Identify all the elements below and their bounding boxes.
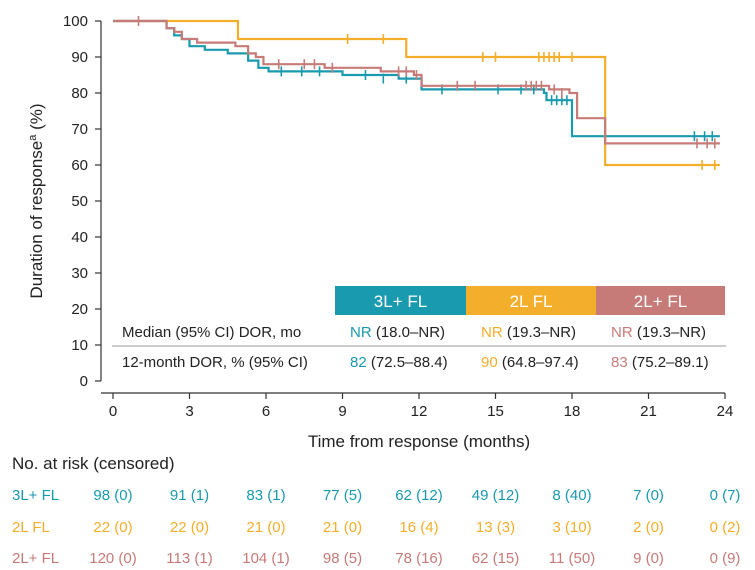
risk-value: 16 (4) [399,519,438,536]
x-tick-label: 21 [640,403,657,420]
risk-value: 22 (0) [170,519,209,536]
risk-value: 0 (9) [710,550,741,567]
summary-cell-value: NR [481,324,503,341]
risk-value: 78 (16) [395,550,443,567]
summary-cell: 83 (75.2–89.1) [611,354,709,371]
risk-value: 2 (0) [633,519,664,536]
summary-cell-ci: (64.8–97.4) [498,354,579,371]
risk-value: 21 (0) [246,519,285,536]
summary-row-label: 12-month DOR, % (95% CI) [122,354,308,371]
summary-table: 3L+ FL 2L FL 2L+ FL Median (95% CI) DOR, mo… [112,286,726,380]
x-tick-label: 3 [185,403,193,420]
x-tick-label: 15 [487,403,504,420]
axes: 0 10 20 30 40 50 60 70 80 90 100 0 3 6 9 12 15 18 21 24 Time… [27,13,733,451]
summary-cell-value: 82 [350,354,367,371]
x-tick-label: 0 [109,403,117,420]
y-tick-label: 20 [71,301,88,318]
risk-value: 104 (1) [242,550,290,567]
series-line-0 [113,19,720,138]
y-axis-label: Duration of responsea (%) [27,103,46,298]
summary-cell-ci: (72.5–88.4) [367,354,448,371]
summary-header-cell [466,286,596,315]
x-tick-label: 12 [411,403,428,420]
summary-row-label: Median (95% CI) DOR, mo [122,324,301,341]
km-curves [113,16,720,170]
summary-cell-value: 83 [611,354,628,371]
risk-row-label: 2L FL [12,519,50,536]
summary-cell-ci: (75.2–89.1) [628,354,709,371]
risk-row-label: 2L+ FL [12,550,59,567]
risk-row-label: 3L+ FL [12,487,59,504]
risk-value: 13 (3) [476,519,515,536]
summary-header-label: 2L+ FL [634,292,687,311]
risk-value: 8 (40) [552,487,591,504]
series-line-2 [113,19,720,145]
y-tick-label: 80 [71,85,88,102]
risk-table: No. at risk (censored) 3L+ FL 98 (0) 91 (1)… [12,454,740,567]
risk-value: 3 (10) [552,519,591,536]
summary-cell: NR (18.0–NR) [350,324,445,341]
summary-cell: 82 (72.5–88.4) [350,354,448,371]
risk-table-title: No. at risk (censored) [12,454,175,473]
risk-value: 0 (2) [710,519,741,536]
y-tick-label: 70 [71,121,88,138]
risk-value: 9 (0) [633,550,664,567]
summary-cell-value: NR [350,324,372,341]
x-tick-label: 6 [262,403,270,420]
summary-cell-value: NR [611,324,633,341]
y-tick-label: 50 [71,193,88,210]
risk-value: 21 (0) [323,519,362,536]
summary-header-cell [335,286,466,315]
risk-value: 113 (1) [166,550,212,567]
y-axis-label-superscript: a [27,134,39,141]
y-axis-label-unit: (%) [27,103,46,134]
summary-header-label: 3L+ FL [374,292,427,311]
summary-cell-value: 90 [481,354,498,371]
summary-cell-ci: (19.3–NR) [633,324,706,341]
summary-table-body [112,316,726,380]
series-line-1 [113,19,720,167]
y-tick-label: 30 [71,265,88,282]
risk-value: 91 (1) [170,487,209,504]
summary-cell-ci: (19.3–NR) [503,324,576,341]
risk-value: 62 (15) [472,550,520,567]
x-tick-label: 18 [564,403,581,420]
x-tick-label: 24 [717,403,734,420]
x-tick-label: 9 [338,403,346,420]
risk-value: 98 (5) [323,550,362,567]
y-tick-label: 0 [80,373,88,390]
risk-value: 77 (5) [323,487,362,504]
risk-value: 62 (12) [395,487,443,504]
y-tick-label: 60 [71,157,88,174]
risk-value: 7 (0) [633,487,664,504]
summary-cell: 90 (64.8–97.4) [481,354,579,371]
risk-value: 22 (0) [93,519,132,536]
risk-value: 11 (50) [549,550,595,567]
risk-value: 98 (0) [93,487,132,504]
risk-value: 0 (7) [710,487,741,504]
risk-value: 49 (12) [472,487,520,504]
summary-cell-ci: (18.0–NR) [372,324,445,341]
y-tick-label: 10 [71,337,88,354]
summary-header-label: 2L FL [510,292,553,311]
summary-cell: NR (19.3–NR) [611,324,706,341]
risk-value: 83 (1) [246,487,285,504]
y-tick-label: 100 [63,13,88,30]
x-axis-label: Time from response (months) [308,432,530,451]
y-tick-label: 40 [71,229,88,246]
y-axis-label-text: Duration of response [27,141,46,299]
summary-cell: NR (19.3–NR) [481,324,576,341]
y-tick-label: 90 [71,49,88,66]
risk-value: 120 (0) [89,550,137,567]
summary-header-cell [596,286,725,315]
